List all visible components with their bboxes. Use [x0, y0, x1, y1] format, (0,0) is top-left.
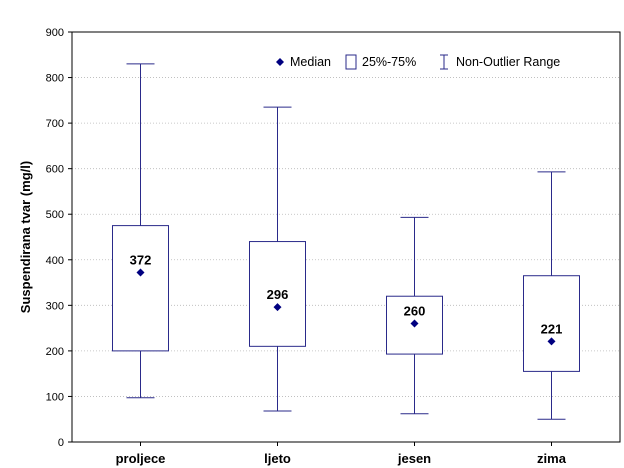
- iqr-box: [112, 225, 169, 352]
- median-value-label: 260: [404, 304, 426, 319]
- box-group-proljece: 372: [112, 63, 169, 399]
- median-value-label: 372: [130, 253, 152, 268]
- median-marker: [410, 319, 419, 328]
- iqr-box: [386, 295, 443, 355]
- legend-whisker-label: Non-Outlier Range: [456, 55, 560, 69]
- y-tick-label: 400: [46, 255, 64, 267]
- median-value-label: 296: [267, 287, 289, 302]
- y-tick-label: 500: [46, 209, 64, 221]
- y-tick-label: 300: [46, 300, 64, 312]
- iqr-box: [523, 275, 580, 372]
- y-tick-label: 800: [46, 73, 64, 85]
- box-plots: 372 296 260 221: [112, 63, 580, 420]
- legend-median-label: Median: [290, 55, 331, 69]
- x-category-label: proljece: [116, 451, 166, 466]
- x-category-label: ljeto: [264, 451, 291, 466]
- legend-box-icon: [345, 54, 357, 70]
- median-value-label: 221: [541, 321, 563, 336]
- box-group-zima: 221: [523, 171, 580, 420]
- y-axis-ticks: 0 100 200 300 400 500 600 700 800 900: [46, 27, 72, 449]
- legend: Median 25%-75% Non-Outlier Range: [276, 54, 560, 70]
- y-tick-label: 700: [46, 118, 64, 130]
- box-group-jesen: 260: [386, 216, 443, 415]
- iqr-box: [249, 241, 306, 347]
- median-marker: [547, 337, 556, 346]
- legend-box-label: 25%-75%: [362, 55, 416, 69]
- legend-whisker-icon: [440, 54, 448, 70]
- y-tick-label: 900: [46, 27, 64, 39]
- y-tick-label: 0: [58, 437, 64, 449]
- median-marker: [136, 268, 145, 277]
- y-axis-title: Suspendirana tvar (mg/l): [18, 161, 33, 313]
- box-group-ljeto: 296: [249, 106, 306, 412]
- y-tick-label: 100: [46, 391, 64, 403]
- x-category-label: zima: [537, 451, 567, 466]
- x-category-label: jesen: [397, 451, 431, 466]
- legend-median-icon: [276, 58, 284, 66]
- y-tick-label: 200: [46, 346, 64, 358]
- x-axis-labels: proljece ljeto jesen zima: [116, 442, 567, 466]
- median-marker: [273, 303, 282, 312]
- plot-frame: [71, 31, 621, 443]
- y-tick-label: 600: [46, 164, 64, 176]
